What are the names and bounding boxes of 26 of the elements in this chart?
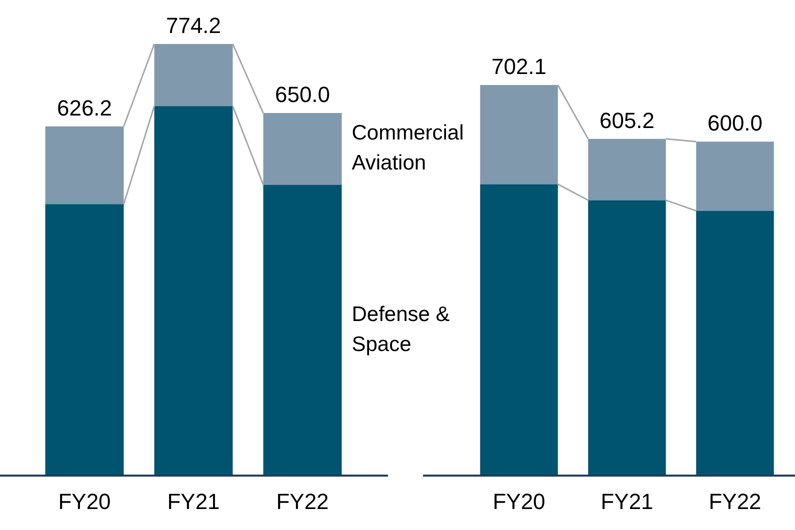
bar [263,113,342,185]
bar [696,210,774,476]
annotation: 702.1 [491,54,547,80]
bar [45,126,124,204]
bar [480,85,558,184]
annotation: 600.0 [707,110,763,136]
annotation: 650.0 [274,82,330,108]
bar [263,184,342,476]
x-tick-label: FY22 [708,488,762,514]
x-tick-label: FY22 [276,488,329,514]
bar [154,44,233,106]
x-tick-label: FY21 [167,488,220,514]
bar [480,184,558,476]
series-label: Defense & Space [352,302,450,356]
x-tick-label: FY20 [492,488,546,514]
series-label: Commercial Aviation [352,122,464,175]
x-tick-label: FY21 [600,488,654,514]
bar [588,200,666,476]
bar [154,106,233,476]
bar [588,138,666,200]
annotation: 626.2 [56,96,112,120]
annotation: 774.2 [166,13,222,38]
annotation: 605.2 [599,108,655,133]
bar [696,142,774,211]
x-tick-label: FY20 [58,488,111,514]
bar [45,204,124,476]
